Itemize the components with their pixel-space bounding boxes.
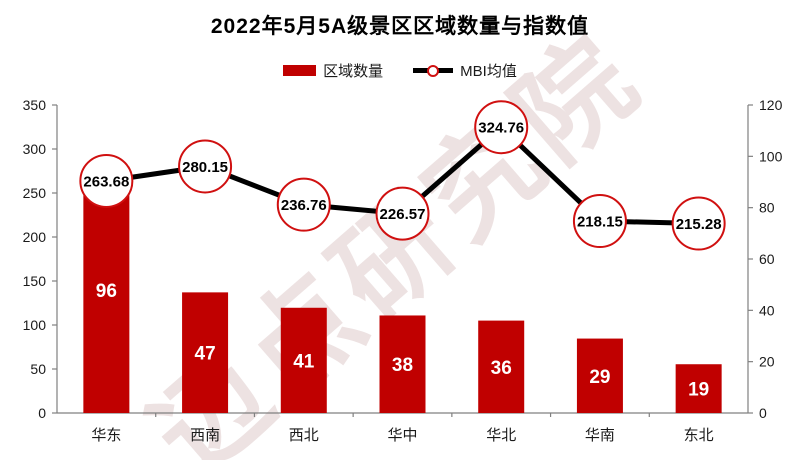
x-axis-category-label: 华北: [486, 427, 516, 444]
bar-西北: [280, 307, 327, 413]
bar-series-swatch: [283, 65, 317, 76]
left-axis-tick-label: 100: [23, 317, 47, 333]
left-axis-tick-label: 350: [23, 97, 47, 113]
line-value-label: 263.68: [83, 173, 129, 190]
line-value-label: 215.28: [676, 216, 722, 233]
line-marker-华中: [375, 186, 430, 241]
x-axis-category-label: 西北: [289, 427, 319, 444]
line-value-label: 280.15: [182, 159, 228, 176]
bar-value-label: 36: [491, 358, 512, 379]
bar-value-label: 29: [589, 367, 610, 388]
bar-value-label: 47: [195, 344, 216, 365]
legend-item-bar-series: 区域数量: [283, 60, 383, 81]
right-axis-tick-label: 80: [759, 200, 775, 216]
bar-value-label: 96: [96, 281, 117, 302]
bar-value-label: 38: [392, 355, 413, 376]
bar-西南: [182, 292, 229, 413]
line-series-swatch: [413, 64, 454, 77]
right-axis-tick-label: 60: [759, 251, 775, 267]
x-axis-category-label: 东北: [684, 427, 714, 444]
line-marker-西北: [276, 177, 331, 232]
left-axis-tick-label: 300: [23, 141, 47, 157]
left-axis-tick-label: 50: [30, 361, 46, 377]
legend-item-line-series: MBI均值: [413, 60, 517, 81]
line-value-label: 236.76: [281, 197, 327, 214]
x-axis-category-label: 西南: [190, 427, 220, 444]
right-axis-tick-label: 20: [759, 354, 775, 370]
bar-华中: [379, 315, 426, 413]
line-marker-西南: [178, 139, 233, 194]
x-axis-category-label: 华南: [585, 427, 615, 444]
chart-title: 2022年5月5A级景区区域数量与指数值: [210, 15, 590, 38]
line-marker-华北: [474, 100, 529, 155]
bar-华北: [478, 320, 525, 413]
x-axis-category-label: 华中: [387, 427, 417, 444]
left-axis-tick-label: 0: [38, 405, 46, 421]
line-series-label: MBI均值: [460, 63, 517, 80]
line-value-label: 226.57: [380, 206, 426, 223]
bar-东北: [675, 364, 722, 413]
line-series-marker-icon: [427, 64, 440, 77]
bar-value-label: 19: [688, 380, 709, 401]
left-axis-tick-label: 200: [23, 229, 47, 245]
right-axis-tick-label: 40: [759, 302, 775, 318]
bar-华南: [576, 338, 623, 413]
left-axis-tick-label: 250: [23, 185, 47, 201]
line-value-label: 324.76: [478, 120, 524, 137]
line-marker-东北: [671, 196, 726, 251]
line-value-label: 218.15: [577, 214, 623, 231]
bar-value-label: 41: [293, 351, 315, 372]
x-axis-category-label: 华东: [91, 427, 121, 444]
right-axis-tick-label: 100: [759, 148, 783, 164]
line-marker-华南: [572, 194, 627, 249]
left-axis-tick-label: 150: [23, 273, 47, 289]
right-axis-tick-label: 120: [759, 97, 783, 113]
right-axis-tick-label: 0: [759, 405, 767, 421]
chart-legend: 区域数量 MBI均值: [0, 60, 800, 81]
bar-series-label: 区域数量: [323, 63, 384, 80]
line-marker-华东: [79, 153, 134, 208]
